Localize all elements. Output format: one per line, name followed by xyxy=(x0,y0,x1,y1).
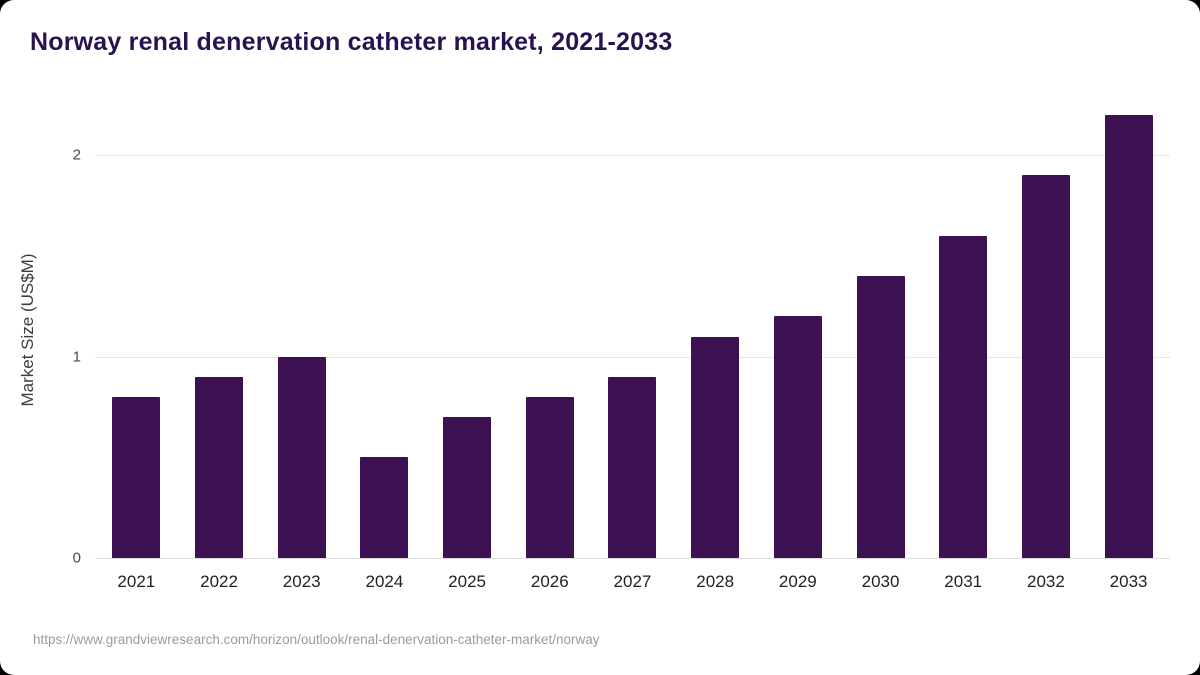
bar-2033[interactable] xyxy=(1104,115,1153,558)
x-tick-label-2024: 2024 xyxy=(365,572,404,591)
bar-band-2025: 2025 xyxy=(426,105,509,591)
bar-band-2029: 2029 xyxy=(757,105,840,591)
bar-band-2022: 2022 xyxy=(178,105,261,591)
bar-2028[interactable] xyxy=(691,336,740,558)
bar-band-2028: 2028 xyxy=(674,105,757,591)
y-axis-title: Market Size (US$M) xyxy=(18,253,37,407)
bar-band-2033: 2033 xyxy=(1087,105,1170,591)
gridline-y2 xyxy=(95,155,1170,157)
x-tick-label-2030: 2030 xyxy=(861,572,900,591)
chart-title: Norway renal denervation catheter market… xyxy=(30,28,673,56)
bar-band-2032: 2032 xyxy=(1005,105,1088,591)
bar-2021[interactable] xyxy=(112,396,161,558)
bar-2025[interactable] xyxy=(443,417,492,558)
bar-2022[interactable] xyxy=(195,376,244,558)
bar-band-2027: 2027 xyxy=(591,105,674,591)
x-tick-label-2029: 2029 xyxy=(778,572,817,591)
bar-2026[interactable] xyxy=(525,396,574,558)
x-tick-label-2027: 2027 xyxy=(613,572,652,591)
x-tick-label-2033: 2033 xyxy=(1109,572,1148,591)
y-tick-label-0: 0 xyxy=(72,549,81,567)
bar-band-2026: 2026 xyxy=(508,105,591,591)
y-tick-label-1: 1 xyxy=(72,348,81,366)
bar-2031[interactable] xyxy=(939,235,988,558)
bar-band-2023: 2023 xyxy=(260,105,343,591)
x-tick-label-2031: 2031 xyxy=(944,572,983,591)
bar-band-2024: 2024 xyxy=(343,105,426,591)
bar-2027[interactable] xyxy=(608,376,657,558)
bar-2029[interactable] xyxy=(773,316,822,558)
source-url: https://www.grandviewresearch.com/horizo… xyxy=(33,632,600,647)
bar-2032[interactable] xyxy=(1021,175,1070,558)
bar-2030[interactable] xyxy=(856,276,905,558)
x-tick-label-2028: 2028 xyxy=(696,572,735,591)
y-tick-label-2: 2 xyxy=(72,146,81,164)
bar-band-2031: 2031 xyxy=(922,105,1005,591)
bar-band-2021: 2021 xyxy=(95,105,178,591)
plot-area: 2021 2022 2023 2024 2025 2026 2027 2028 2029 2030… xyxy=(73,105,1170,591)
bar-band-2030: 2030 xyxy=(839,105,922,591)
x-tick-label-2021: 2021 xyxy=(117,572,156,591)
x-tick-label-2023: 2023 xyxy=(282,572,321,591)
bar-series: 2021 2022 2023 2024 2025 2026 2027 2028 2029 2030… xyxy=(95,105,1170,591)
x-tick-label-2022: 2022 xyxy=(200,572,238,591)
x-tick-label-2032: 2032 xyxy=(1026,572,1065,591)
bar-2024[interactable] xyxy=(360,457,409,558)
x-axis-line xyxy=(95,558,1170,559)
x-tick-label-2026: 2026 xyxy=(530,572,569,591)
x-tick-label-2025: 2025 xyxy=(448,572,487,591)
bar-2023[interactable] xyxy=(277,356,326,558)
gridline-y1 xyxy=(95,356,1170,358)
